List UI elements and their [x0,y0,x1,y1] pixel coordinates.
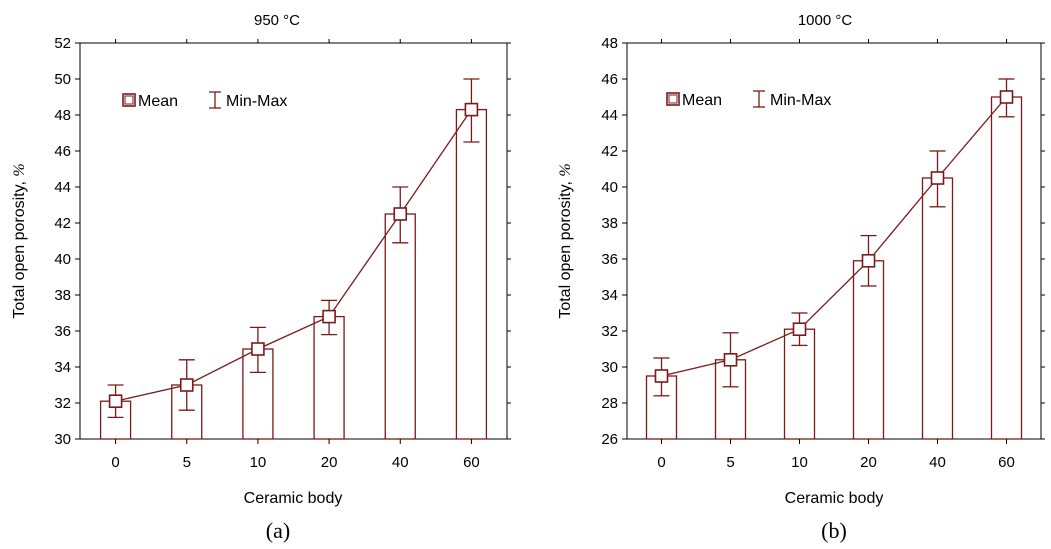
y-tick-label: 52 [54,35,71,52]
mean-line [115,109,472,402]
legend-mean-marker [122,93,136,107]
mean-point-0 [654,369,669,383]
bar-40 [384,213,416,440]
mean-line [661,96,1007,377]
y-tick-label: 48 [54,107,71,124]
bar-60 [455,108,488,440]
chart-title: 950 °C [254,12,300,29]
x-tick-label: 5 [183,454,191,471]
mean-point-5 [179,378,194,392]
y-tick-label: 34 [54,359,71,376]
x-tick-label: 60 [463,454,480,471]
y-axis-label: Total open porosity, % [557,163,574,318]
y-tick-label: 40 [601,179,618,196]
legend-minmax-marker [753,90,765,108]
mean-point-20 [861,254,876,268]
panel-caption: (a) [266,518,290,543]
bar-40 [921,177,954,440]
y-tick-label: 40 [54,251,71,268]
mean-point-60 [999,90,1014,104]
y-tick-label: 36 [601,251,618,268]
chart-title: 1000 °C [798,12,853,29]
chart-panel-1: 1000 °C 26 28 30 32 34 36 38 40 42 44 46 48 0 5 10 20 40 6… [557,12,1045,543]
plot-frame [626,42,1042,440]
y-tick-label: 32 [601,323,618,340]
x-tick-label: 10 [791,454,808,471]
y-tick-label: 38 [54,287,71,304]
y-tick-label: 26 [601,431,618,448]
x-tick-label: 20 [860,454,877,471]
x-tick-label: 10 [250,454,267,471]
mean-point-10 [251,342,265,356]
y-tick-label: 36 [54,323,71,340]
y-tick-label: 38 [601,215,618,232]
mean-point-20 [322,309,336,324]
x-tick-label: 0 [111,454,119,471]
mean-point-40 [930,171,945,185]
x-tick-label: 40 [392,454,409,471]
mean-point-40 [393,207,408,221]
y-tick-label: 46 [601,71,618,88]
y-tick-label: 28 [601,395,618,412]
y-tick-label: 30 [54,431,71,448]
x-tick-label: 40 [929,454,946,471]
x-tick-label: 20 [321,454,338,471]
x-axis-label: Ceramic body [785,490,884,507]
y-tick-label: 44 [54,179,71,196]
legend-mean-label: Mean [138,93,178,110]
y-axis-label-unit: % [557,163,574,176]
y-tick-label: 46 [54,143,71,160]
y-axis-label-text: Total open porosity, [11,177,28,319]
legend-minmax-label: Min-Max [226,93,287,110]
x-axis-label: Ceramic body [244,490,343,507]
y-tick-label: 50 [54,71,71,88]
x-tick-label: 5 [726,454,734,471]
legend-minmax-marker [209,91,221,109]
legend-mean-marker-inner [124,95,134,105]
y-tick-label: 42 [601,143,618,160]
bar-10 [783,328,816,440]
y-axis-label-unit: % [11,163,28,176]
chart-panel-0: 950 °C 30 32 34 36 38 40 42 44 46 48 50 52 0 5 10 20 40 60… [11,12,511,543]
mean-point-5 [723,352,738,367]
legend-mean-label: Mean [682,92,722,109]
y-tick-label: 44 [601,107,618,124]
y-tick-label: 30 [601,359,618,376]
y-tick-label: 48 [601,35,618,52]
mean-point-0 [108,394,123,409]
legend-minmax-label: Min-Max [770,92,831,109]
x-tick-label: 60 [998,454,1015,471]
x-tick-label: 0 [657,454,665,471]
y-tick-label: 42 [54,215,71,232]
y-tick-label: 32 [54,395,71,412]
bar-60 [990,96,1023,440]
legend-mean-marker [666,92,680,106]
legend: Mean Min-Max [666,90,831,109]
legend: Mean Min-Max [122,91,287,110]
y-tick-label: 34 [601,287,618,304]
bar-20 [313,315,345,440]
mean-point-10 [792,322,807,337]
legend-mean-marker-inner [668,94,678,104]
panel-caption: (b) [821,518,847,543]
mean-point-60 [464,102,479,117]
bar-20 [852,260,885,440]
plot-frame [79,42,508,440]
y-axis-label: Total open porosity, % [11,163,28,318]
y-axis-label-text: Total open porosity, [557,177,574,319]
